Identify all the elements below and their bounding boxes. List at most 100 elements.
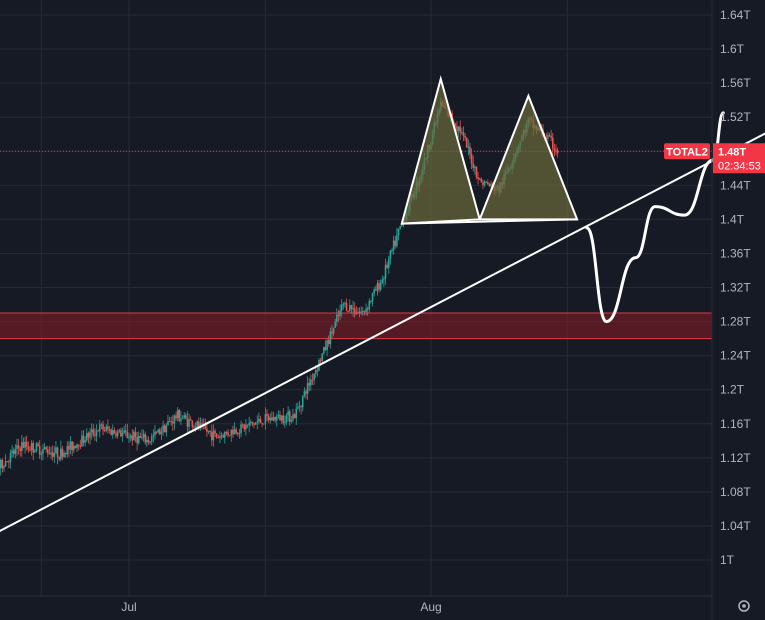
candle-body (95, 430, 98, 436)
candle-body (478, 178, 481, 180)
candle-body (459, 126, 462, 133)
candle-body (251, 421, 254, 424)
candle-body (142, 434, 145, 438)
candle-body (12, 450, 15, 454)
candle-body (1, 459, 4, 469)
candle-body (35, 443, 38, 451)
candle-body (165, 425, 168, 433)
candle-body (157, 429, 160, 433)
candle-body (272, 416, 275, 421)
candle-body (172, 421, 174, 424)
candle-body (295, 408, 298, 419)
candle-body (389, 250, 392, 259)
trendline (0, 132, 765, 532)
candle-body (306, 383, 309, 394)
neckline (401, 218, 578, 225)
y-tick-label: 1.56T (720, 76, 751, 90)
gear-icon[interactable] (738, 600, 750, 612)
candle-body (178, 410, 181, 421)
candle-body (300, 406, 302, 408)
candle-body (474, 166, 476, 168)
candle-body (379, 282, 382, 290)
candle-body (42, 449, 44, 454)
candle-body (248, 422, 250, 426)
candle-body (84, 440, 86, 443)
candle-body (34, 450, 36, 453)
candle-body (376, 283, 379, 291)
candle-body (319, 360, 322, 362)
candle-body (222, 435, 224, 438)
candle-body (277, 414, 280, 417)
candle-body (488, 184, 491, 187)
candle-body (110, 429, 112, 435)
candle-body (199, 423, 202, 428)
candle-body (136, 437, 138, 444)
candle-body (301, 395, 304, 408)
y-tick-label: 1.44T (720, 178, 751, 192)
candle-body (269, 417, 272, 421)
candle-body (336, 314, 338, 322)
candle-body (19, 448, 22, 451)
candle-body (344, 303, 346, 305)
candle-body (371, 293, 374, 301)
candle-body (181, 418, 184, 420)
candle-body (363, 310, 366, 313)
candle-body (454, 124, 457, 127)
candle-body (186, 418, 189, 427)
candle-body (38, 445, 41, 455)
candle-body (72, 445, 75, 451)
price-badge (713, 143, 765, 174)
candle-body (85, 433, 88, 441)
candle-body (219, 436, 221, 438)
candle-body (355, 313, 358, 315)
candle-body (68, 445, 70, 450)
candle-body (220, 435, 223, 437)
candle-body (391, 250, 393, 252)
candle-body (487, 182, 489, 185)
candle-body (55, 447, 57, 454)
candle-body (253, 423, 255, 425)
candle-body (483, 181, 486, 185)
candle-body (396, 235, 398, 246)
candle-body (370, 300, 372, 302)
x-tick-label: Aug (420, 600, 441, 614)
candle-body (308, 383, 311, 386)
candle-body (147, 439, 150, 443)
candle-body (358, 311, 361, 313)
candle-body (48, 453, 51, 455)
candle-body (30, 442, 33, 451)
candle-body (249, 421, 252, 423)
candle-body (394, 240, 397, 246)
candle-body (285, 415, 288, 422)
y-tick-label: 1.24T (720, 349, 751, 363)
candle-body (163, 425, 166, 433)
candle-body (259, 418, 262, 423)
candle-body (53, 453, 56, 457)
candle-body (215, 433, 218, 438)
left-top-triangle (400, 75, 482, 225)
support-zone (0, 313, 712, 339)
candle-body (230, 429, 233, 436)
candle-body (469, 146, 471, 155)
candle-body (490, 183, 492, 187)
y-tick-label: 1.32T (720, 281, 751, 295)
candle-body (310, 379, 312, 386)
candle-body (175, 415, 177, 419)
candle-body (9, 452, 12, 463)
candle-body (51, 452, 54, 457)
bar-countdown: 02:34:53 (718, 160, 761, 172)
candle-body (146, 439, 148, 443)
candle-body (254, 422, 257, 425)
candle-body (204, 425, 207, 429)
candle-body (183, 415, 186, 419)
candle-body (126, 432, 129, 439)
candle-body (98, 424, 101, 432)
candle-body (118, 430, 121, 432)
candle-body (206, 428, 208, 432)
candle-body (69, 441, 72, 450)
candle-body (470, 154, 473, 164)
candle-body (464, 135, 466, 138)
candle-body (297, 407, 299, 409)
